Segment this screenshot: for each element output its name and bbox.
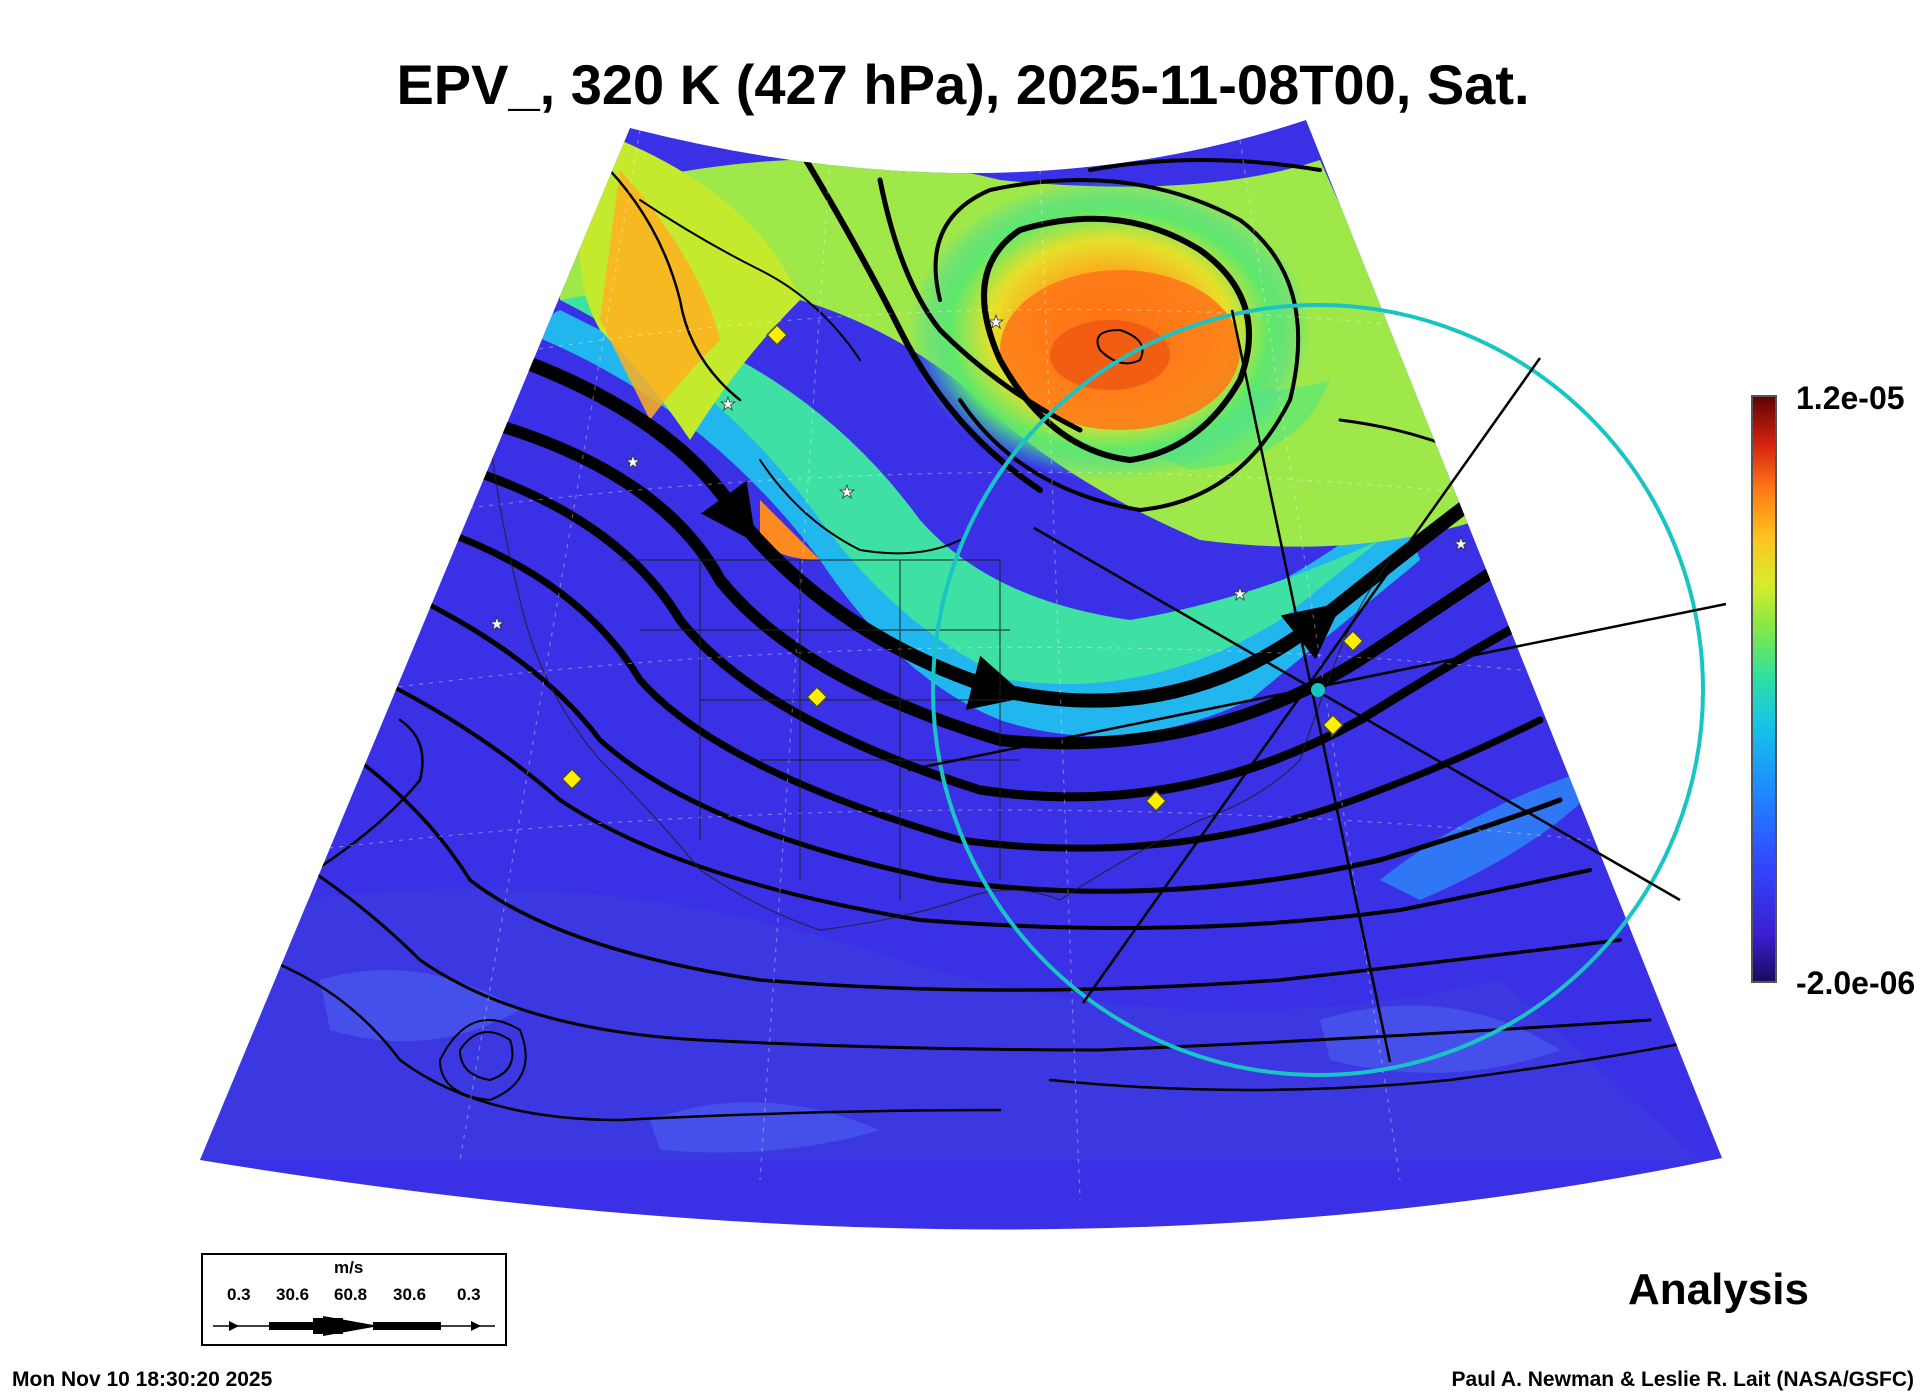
diamond-marker [766,324,788,346]
streamline [1088,158,1322,172]
legend-speed-label: 30.6 [393,1285,427,1304]
legend-speed-label: 0.3 [457,1285,481,1304]
star-marker: ★ [1232,584,1248,605]
legend-speed-label: 30.6 [276,1285,310,1304]
diamond-marker [1342,630,1364,652]
legend-speed-label: 60.8 [334,1285,368,1304]
ridge-contour [933,178,1301,513]
ridge-contour [981,215,1252,464]
colorbar-max-label: 1.2e-05 [1796,380,1905,416]
streamline [378,678,1592,930]
star-markers: ★ ★ ★ ★ ★ ★ ★ [489,312,1470,636]
legend-unit: m/s [334,1258,364,1277]
cross-line [1230,309,1392,1063]
jet-streamline [465,465,1515,802]
ridge-contour [1096,328,1144,365]
legend-speed-label: 0.3 [227,1285,251,1304]
timestamp: Mon Nov 10 18:30:20 2025 [12,1368,273,1391]
cyan-ring [931,303,1705,1077]
streamline [1048,1038,1702,1092]
streamline [328,738,1622,992]
star-marker: ★ [839,482,855,503]
map-title: EPV_, 320 K (427 hPa), 2025-11-08T00, Sa… [396,53,1530,116]
diamond-marker [1145,790,1167,812]
streamline [639,199,861,361]
cross-line [1033,526,1681,902]
highlight-ring [907,303,1727,1077]
diamond-marker [561,768,583,790]
low-contour [438,1019,527,1102]
ring-center-marker [1311,683,1325,697]
star-marker: ★ [625,452,641,473]
colorbar [1751,395,1777,983]
epv-low-patches [200,888,1700,1160]
star-marker: ★ [720,394,736,415]
star-marker: ★ [988,312,1004,333]
jet-streamline [474,414,1516,750]
legend-arrow-scale [213,1316,495,1336]
colorbar-ramp [1751,395,1777,983]
diamond-marker [1322,714,1344,736]
jet-streamline [436,526,1544,852]
streamline [238,948,1002,1122]
diamond-marker [806,686,828,708]
wind-legend: m/s 0.3 30.6 60.8 30.6 0.3 [201,1253,507,1346]
streamline [759,459,961,555]
low-contour [458,1031,514,1082]
credit-line: Paul A. Newman & Leslie R. Lait (NASA/GS… [1451,1368,1914,1391]
analysis-label: Analysis [1628,1265,1809,1314]
jet-streamline [417,597,1563,894]
star-marker: ★ [489,614,505,635]
streamline [278,848,1652,1052]
streamline [877,177,1083,433]
cross-line [1081,357,1542,1004]
station-markers [561,324,1364,812]
map-field [200,120,1722,1230]
streamline [298,718,424,882]
streamline [598,158,742,402]
colorbar-min-label: -2.0e-06 [1796,965,1916,1001]
star-marker: ★ [1453,534,1469,555]
streamline [797,147,1043,493]
